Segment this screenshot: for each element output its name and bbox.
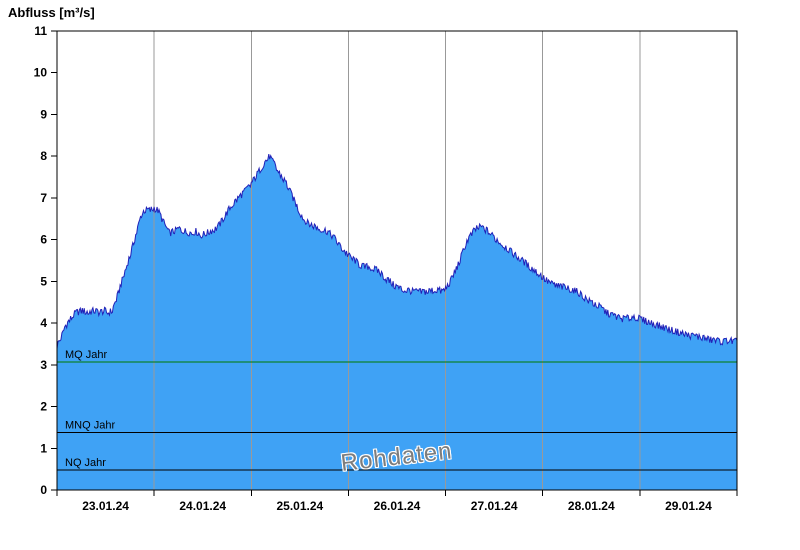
ref-line-label-nq-jahr: NQ Jahr — [65, 457, 106, 469]
x-tick-label: 29.01.24 — [665, 499, 712, 513]
x-tick-label: 26.01.24 — [374, 499, 421, 513]
y-tick-label: 11 — [34, 24, 47, 38]
y-tick-label: 9 — [40, 107, 47, 121]
y-tick-label: 6 — [40, 233, 47, 247]
y-tick-label: 8 — [40, 149, 47, 163]
x-tick-label: 28.01.24 — [568, 499, 615, 513]
x-tick-label: 25.01.24 — [276, 499, 323, 513]
y-tick-label: 5 — [40, 274, 47, 288]
ref-line-label-mnq-jahr: MNQ Jahr — [65, 419, 115, 431]
x-tick-label: 23.01.24 — [82, 499, 129, 513]
y-tick-label: 1 — [40, 441, 47, 455]
y-tick-label: 7 — [40, 191, 47, 205]
data-line — [56, 154, 738, 349]
x-tick-label: 27.01.24 — [471, 499, 518, 513]
plot-border — [56, 30, 738, 491]
x-tick-label: 24.01.24 — [179, 499, 226, 513]
y-tick-label: 10 — [34, 66, 48, 80]
y-tick-label: 4 — [40, 316, 47, 330]
ref-line-label-mq-jahr: MQ Jahr — [65, 349, 108, 361]
y-tick-label: 0 — [40, 483, 47, 497]
y-tick-label: 2 — [40, 400, 47, 414]
chart-title: Abfluss [m³/s] — [8, 5, 95, 20]
area-fill — [57, 154, 737, 490]
y-tick-label: 3 — [40, 358, 47, 372]
